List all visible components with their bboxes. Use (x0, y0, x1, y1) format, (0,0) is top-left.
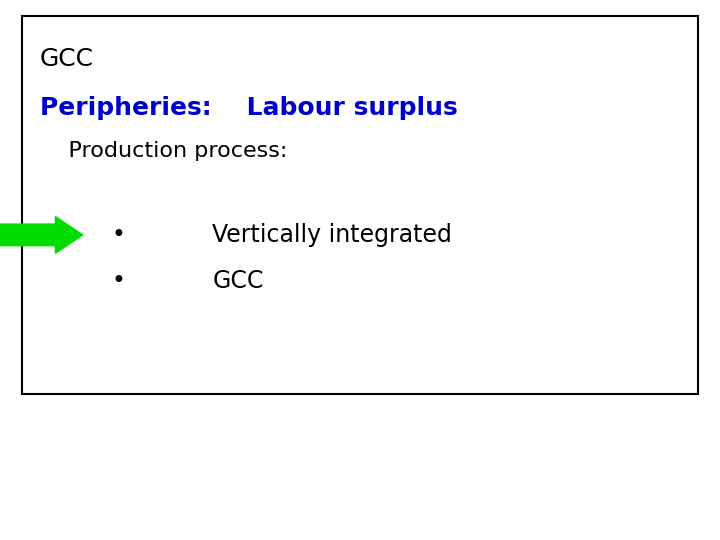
Text: •: • (112, 223, 125, 247)
Text: Peripheries:    Labour surplus: Peripheries: Labour surplus (40, 96, 457, 120)
FancyArrow shape (0, 217, 83, 253)
Text: Vertically integrated: Vertically integrated (212, 223, 452, 247)
Text: GCC: GCC (212, 269, 264, 293)
FancyBboxPatch shape (22, 16, 698, 394)
Text: GCC: GCC (40, 48, 94, 71)
Text: Production process:: Production process: (40, 141, 287, 161)
Text: •: • (112, 269, 125, 293)
